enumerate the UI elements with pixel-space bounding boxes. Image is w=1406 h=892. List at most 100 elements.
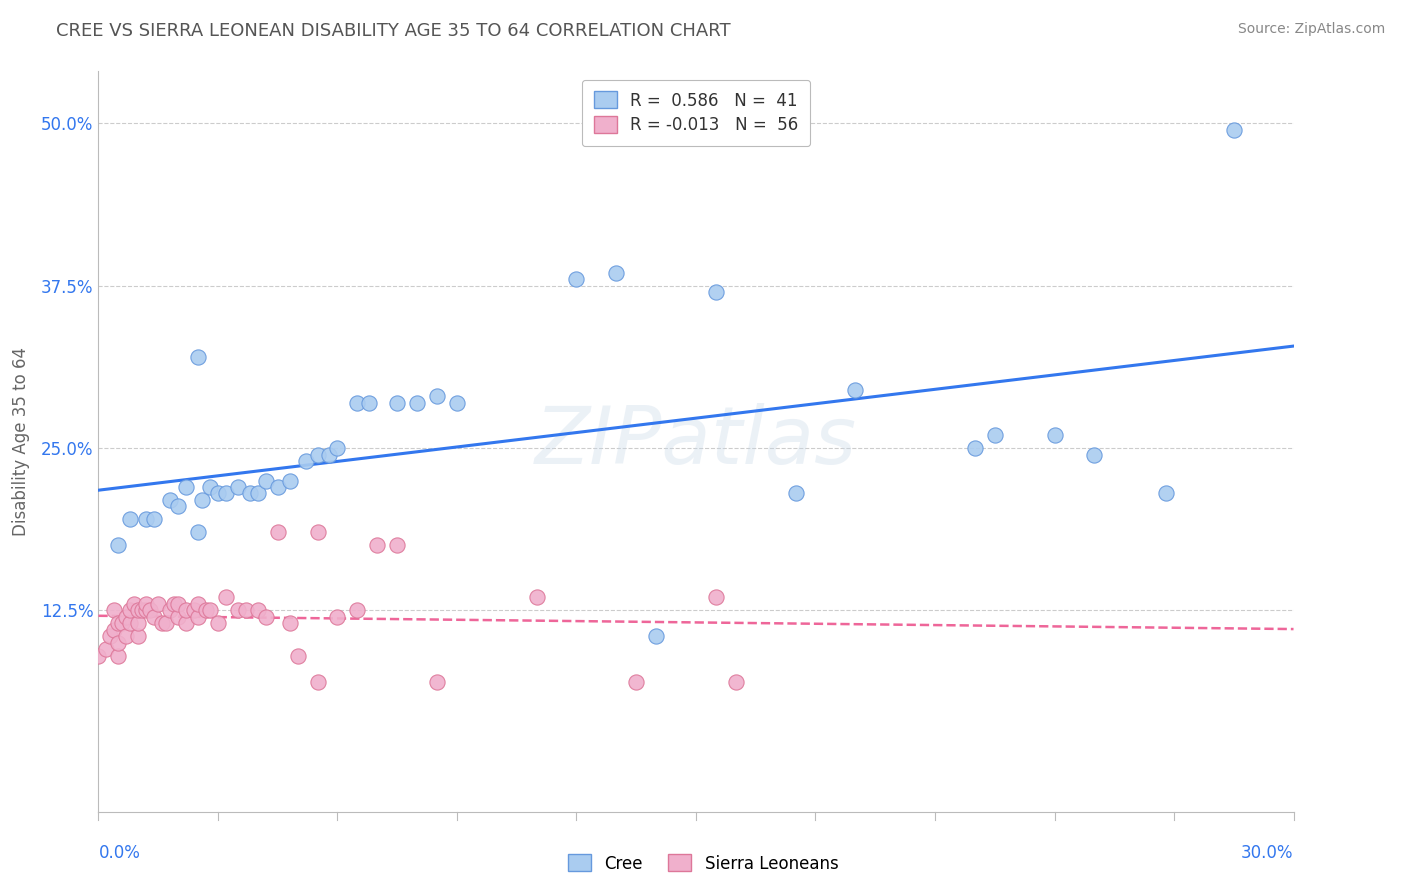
Point xyxy=(426,389,449,403)
Point xyxy=(127,603,149,617)
Point xyxy=(278,616,301,631)
Text: CREE VS SIERRA LEONEAN DISABILITY AGE 35 TO 64 CORRELATION CHART: CREE VS SIERRA LEONEAN DISABILITY AGE 35… xyxy=(56,22,731,40)
Point xyxy=(115,629,138,643)
Text: Source: ZipAtlas.com: Source: ZipAtlas.com xyxy=(1237,22,1385,37)
Point xyxy=(704,285,727,300)
Point xyxy=(127,629,149,643)
Point xyxy=(103,603,125,617)
Point xyxy=(246,603,269,617)
Point xyxy=(120,616,142,631)
Point xyxy=(1043,428,1066,442)
Y-axis label: Disability Age 35 to 64: Disability Age 35 to 64 xyxy=(11,347,30,536)
Point xyxy=(346,603,368,617)
Point xyxy=(724,674,747,689)
Point xyxy=(150,616,173,631)
Point xyxy=(167,610,190,624)
Point xyxy=(226,480,249,494)
Point xyxy=(174,480,197,494)
Point xyxy=(426,674,449,689)
Point xyxy=(131,603,153,617)
Point xyxy=(103,623,125,637)
Point xyxy=(187,525,209,540)
Point xyxy=(135,512,157,526)
Point xyxy=(148,597,170,611)
Point xyxy=(124,597,146,611)
Point xyxy=(120,603,142,617)
Point xyxy=(359,395,381,409)
Point xyxy=(385,538,409,552)
Point xyxy=(645,629,668,643)
Point xyxy=(135,603,157,617)
Point xyxy=(127,616,149,631)
Point xyxy=(785,486,807,500)
Point xyxy=(307,448,329,462)
Point xyxy=(120,512,142,526)
Point xyxy=(565,272,588,286)
Point xyxy=(366,538,388,552)
Point xyxy=(626,674,648,689)
Point xyxy=(107,636,129,650)
Point xyxy=(307,525,329,540)
Point xyxy=(163,597,186,611)
Point xyxy=(207,486,229,500)
Text: 0.0%: 0.0% xyxy=(98,844,141,863)
Point xyxy=(143,610,166,624)
Point xyxy=(183,603,205,617)
Point xyxy=(267,480,290,494)
Point xyxy=(326,610,349,624)
Point xyxy=(963,441,986,455)
Point xyxy=(207,616,229,631)
Text: ZIPatlas: ZIPatlas xyxy=(534,402,858,481)
Text: 30.0%: 30.0% xyxy=(1241,844,1294,863)
Point xyxy=(187,610,209,624)
Point xyxy=(346,395,368,409)
Point xyxy=(87,648,110,663)
Point xyxy=(406,395,429,409)
Point xyxy=(215,486,238,500)
Point xyxy=(1083,448,1105,462)
Point xyxy=(984,428,1007,442)
Point xyxy=(246,486,269,500)
Point xyxy=(135,597,157,611)
Point xyxy=(294,454,316,468)
Point xyxy=(107,616,129,631)
Point xyxy=(326,441,349,455)
Point xyxy=(605,266,627,280)
Point xyxy=(167,500,190,514)
Point xyxy=(1223,123,1246,137)
Point xyxy=(139,603,162,617)
Point xyxy=(239,486,262,500)
Point xyxy=(191,493,214,508)
Point xyxy=(107,648,129,663)
Point xyxy=(254,610,277,624)
Point xyxy=(198,603,221,617)
Point xyxy=(98,629,122,643)
Legend: Cree, Sierra Leoneans: Cree, Sierra Leoneans xyxy=(561,847,845,880)
Point xyxy=(155,616,177,631)
Point xyxy=(174,603,197,617)
Point xyxy=(307,674,329,689)
Point xyxy=(844,383,866,397)
Point xyxy=(198,480,221,494)
Point xyxy=(159,603,181,617)
Point xyxy=(195,603,218,617)
Point xyxy=(187,597,209,611)
Point xyxy=(446,395,468,409)
Point xyxy=(526,591,548,605)
Point xyxy=(1154,486,1177,500)
Legend: R =  0.586   N =  41, R = -0.013   N =  56: R = 0.586 N = 41, R = -0.013 N = 56 xyxy=(582,79,810,146)
Point xyxy=(115,610,138,624)
Point xyxy=(167,597,190,611)
Point xyxy=(143,512,166,526)
Point xyxy=(278,474,301,488)
Point xyxy=(107,538,129,552)
Point xyxy=(174,616,197,631)
Point xyxy=(704,591,727,605)
Point xyxy=(318,448,340,462)
Point xyxy=(226,603,249,617)
Point xyxy=(215,591,238,605)
Point xyxy=(287,648,309,663)
Point xyxy=(111,616,134,631)
Point xyxy=(385,395,409,409)
Point xyxy=(235,603,257,617)
